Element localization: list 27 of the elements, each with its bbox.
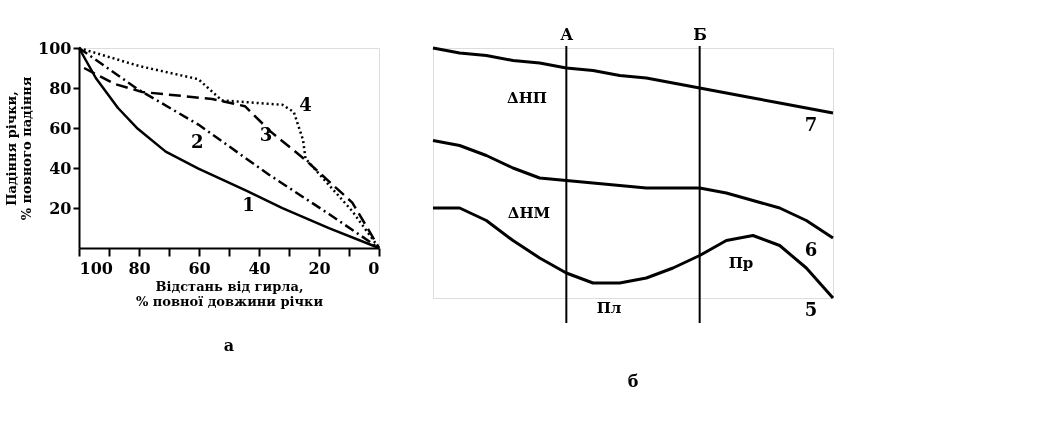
annotation: 2 xyxy=(190,131,204,152)
x-tick-label: 40 xyxy=(248,258,271,278)
text: б xyxy=(627,372,639,391)
x-tick-label: 80 xyxy=(128,258,151,278)
series-label: 7 xyxy=(804,114,818,135)
y-tick-label: 60 xyxy=(49,118,72,138)
x-tick-label: А xyxy=(560,24,574,44)
x-tick-label: 20 xyxy=(308,258,331,278)
annotation: ΔHП xyxy=(507,89,547,107)
series-label: 6 xyxy=(804,239,818,260)
y-tick-label: 20 xyxy=(49,198,72,218)
x-tick-label: Б xyxy=(693,24,707,44)
x-tick-label: 100 xyxy=(79,258,113,278)
annotation: ΔHМ xyxy=(507,204,551,222)
series-label: 5 xyxy=(804,299,818,320)
annotation: 1 xyxy=(242,194,255,215)
annotation: Пр xyxy=(728,254,754,272)
text: а xyxy=(223,336,235,355)
x-axis-title: Відстань від гирла, % повної довжини річки xyxy=(135,278,324,309)
x-tick-label: 0 xyxy=(368,258,380,278)
text: Пл xyxy=(596,299,622,317)
annotation: 4 xyxy=(299,94,312,115)
x-tick-label: 60 xyxy=(188,258,211,278)
y-tick-label: 40 xyxy=(49,158,72,178)
y-tick-label: 80 xyxy=(49,78,72,98)
y-tick-label: 100 xyxy=(38,38,72,58)
y-axis-title: Падіння річки, % повного падіння xyxy=(4,76,35,221)
